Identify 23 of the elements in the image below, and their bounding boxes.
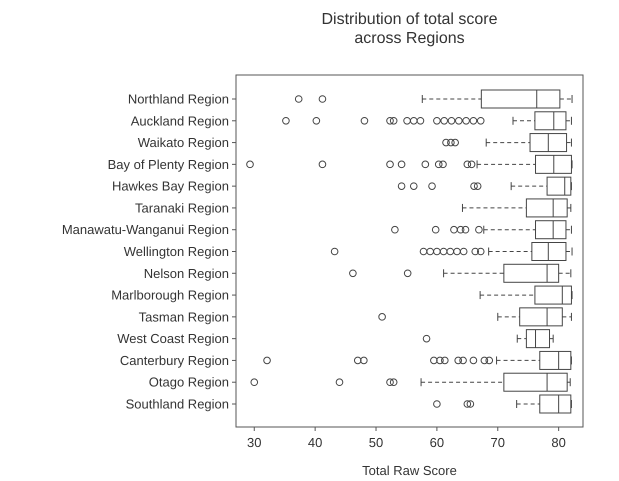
y-tick-label: Bay of Plenty Region [108, 156, 229, 172]
y-tick-label: Wellington Region [124, 244, 229, 259]
y-tick-label: Waikato Region [138, 135, 229, 150]
x-tick-label: 50 [368, 435, 384, 450]
y-tick-label: Tasman Region [138, 309, 229, 324]
x-tick-label: 80 [551, 435, 566, 450]
y-tick-label: West Coast Region [117, 331, 229, 346]
y-tick-label: Northland Region [128, 92, 229, 106]
y-tick-label: Southland Region [126, 396, 229, 412]
y-tick-label: Taranaki Region [135, 200, 229, 216]
y-tick-label: Auckland Region [130, 113, 229, 128]
y-tick-label: Nelson Region [144, 266, 229, 281]
x-axis-title: Total Raw Score [362, 463, 457, 478]
y-tick-label: Otago Region [148, 374, 229, 390]
y-tick-label: Canterbury Region [120, 352, 229, 368]
y-tick-label: Manawatu-Wanganui Region [62, 222, 229, 238]
x-tick-label: 30 [247, 435, 262, 450]
x-tick-label: 40 [308, 435, 322, 450]
x-tick-label: 60 [430, 435, 444, 450]
chart-title: Distribution of total score across Regions [321, 11, 498, 47]
y-tick-label: Marlborough Region [111, 288, 229, 303]
x-tick-label: 70 [490, 435, 506, 450]
y-tick-label: Hawkes Bay Region [112, 178, 229, 194]
